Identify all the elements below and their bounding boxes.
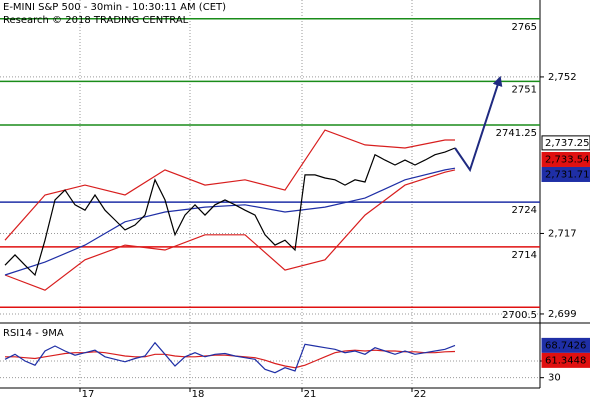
series-line (4, 169, 456, 291)
y-tick-label: 30 (548, 373, 561, 384)
level-label: 2765 (512, 22, 537, 33)
last-value-box (541, 337, 590, 353)
y-tick-label: 2,699 (548, 309, 577, 320)
series-line (4, 167, 456, 276)
last-value-box (541, 135, 590, 151)
last-value-label: 2,731.71 (545, 169, 590, 180)
x-tick-label: 17 (82, 389, 95, 400)
last-value-label: 2,737.25 (545, 138, 590, 149)
rsi-title: RSI14 - 9MA (3, 328, 64, 339)
level-label: 2741.25 (496, 128, 537, 139)
level-label: 2700.5 (502, 310, 537, 321)
last-value-label: 61.3448 (545, 355, 586, 366)
x-tick-label: 21 (304, 389, 317, 400)
series-line (4, 129, 455, 241)
x-tick-label: 18 (192, 389, 205, 400)
last-value-box (541, 166, 590, 182)
series-line (4, 341, 456, 374)
level-label: 2714 (512, 250, 537, 261)
series-line (5, 349, 456, 369)
projection-arrow (454, 75, 503, 173)
last-value-label: 2,733.54 (545, 154, 590, 165)
series-line (4, 147, 456, 277)
y-tick-label: 2,752 (548, 72, 577, 83)
y-tick-label: 2,717 (548, 228, 577, 239)
main-panel (0, 0, 540, 322)
level-label: 2751 (512, 84, 537, 95)
x-tick-label: 22 (414, 389, 427, 400)
last-value-label: 68.7426 (545, 340, 586, 351)
last-value-box (541, 151, 590, 167)
chart-title: E-MINI S&P 500 - 30min - 10:30:11 AM (CE… (3, 2, 226, 13)
last-value-box (541, 352, 590, 368)
level-label: 2724 (512, 205, 537, 216)
chart-subtitle: Research © 2018 TRADING CENTRAL (3, 15, 189, 26)
